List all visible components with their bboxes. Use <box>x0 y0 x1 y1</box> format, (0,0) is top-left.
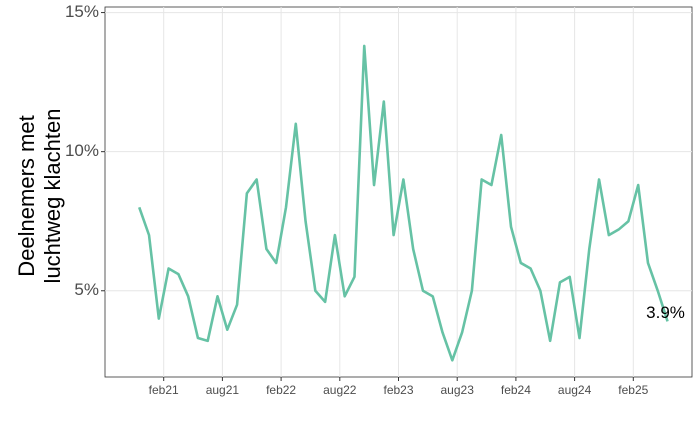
y-tick-label: 15% <box>65 2 99 21</box>
x-tick-label: aug24 <box>558 383 592 397</box>
x-tick-label: aug23 <box>441 383 475 397</box>
x-tick-label: aug21 <box>206 383 240 397</box>
x-tick-label: feb25 <box>618 383 648 397</box>
y-label: luchtweg klachten <box>40 109 65 284</box>
y-label: Deelnemers met <box>14 115 39 276</box>
x-tick-label: aug22 <box>323 383 357 397</box>
line <box>138 44 669 362</box>
value-label: 3.9% <box>646 303 685 322</box>
x-tick-label: feb21 <box>149 383 179 397</box>
x-tick-label: feb24 <box>501 383 531 397</box>
y-tick-label: 10% <box>65 141 99 160</box>
x-tick-label: feb23 <box>383 383 413 397</box>
y-tick-label: 5% <box>74 280 99 299</box>
x-tick-label: feb22 <box>266 383 296 397</box>
